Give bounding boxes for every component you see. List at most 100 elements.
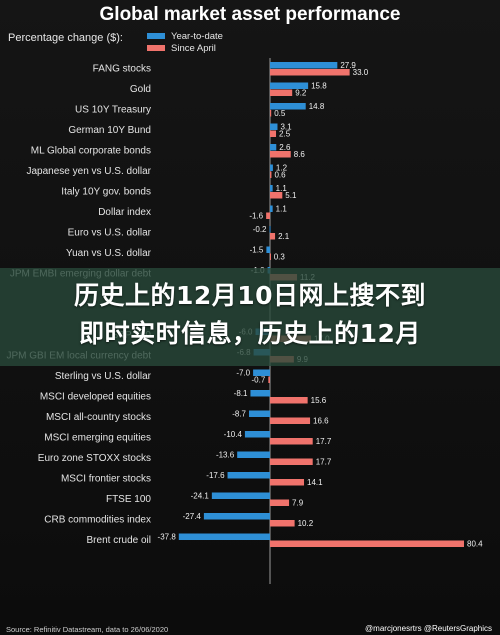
data-label: -17.6 [206, 471, 225, 480]
bar-ytd [253, 369, 270, 376]
headline-overlay [0, 268, 500, 366]
bar-ytd [244, 431, 270, 438]
category-label: MSCI emerging equities [44, 433, 151, 444]
data-label: 27.9 [340, 61, 356, 70]
bar-ytd [269, 226, 271, 233]
category-label: Italy 10Y gov. bonds [61, 187, 151, 198]
category-label: Euro zone STOXX stocks [38, 453, 151, 464]
data-label: 33.0 [353, 68, 369, 77]
legend-item-ytd: Year-to-date [147, 30, 223, 42]
data-label: 3.1 [280, 123, 292, 132]
data-label: 14.1 [307, 478, 323, 487]
data-label: -7.0 [236, 369, 250, 378]
bar-ytd [249, 410, 270, 417]
legend-label-apr: Since April [171, 42, 216, 54]
bar-since-april [270, 110, 272, 117]
bar-since-april [270, 253, 271, 260]
category-label: FTSE 100 [106, 494, 151, 505]
legend-swatch-apr [147, 45, 165, 51]
bar-ytd [178, 533, 270, 540]
source-note: Source: Refinitiv Datastream, data to 26… [6, 625, 169, 634]
data-label: -0.7 [252, 376, 266, 385]
data-label: 17.7 [316, 458, 332, 467]
data-label: 0.3 [274, 253, 286, 262]
data-label: 7.9 [292, 499, 304, 508]
bar-since-april [270, 540, 464, 547]
data-label: 80.4 [467, 540, 483, 549]
data-label: -1.6 [249, 212, 263, 221]
headline-line-1: 历史上的12月10日网上搜不到 [73, 281, 427, 310]
data-label: -24.1 [191, 492, 210, 501]
data-label: 16.6 [313, 417, 329, 426]
data-label: -8.1 [234, 389, 248, 398]
bar-since-april [270, 69, 350, 76]
bar-ytd [270, 82, 309, 89]
data-label: 0.5 [274, 109, 286, 118]
bar-since-april [270, 438, 313, 445]
data-label: 2.6 [279, 143, 291, 152]
bar-since-april [270, 130, 277, 137]
bar-ytd [227, 472, 270, 479]
category-label: FANG stocks [93, 64, 151, 75]
credit-note: @marcjonesrtrs @ReutersGraphics [365, 624, 492, 633]
category-label: MSCI developed equities [40, 392, 151, 403]
category-label: Japanese yen vs U.S. dollar [26, 166, 151, 177]
bar-since-april [270, 89, 293, 96]
bar-since-april [268, 376, 270, 383]
bar-since-april [270, 171, 272, 178]
data-label: 10.2 [298, 519, 314, 528]
bar-ytd [211, 492, 270, 499]
headline-line-2: 即时实时信息，历史上的12月 [79, 319, 421, 348]
headline-text: 历史上的12月10日网上搜不到 即时实时信息，历史上的12月 [0, 277, 500, 353]
bar-since-april [270, 520, 295, 527]
bar-ytd [270, 62, 338, 69]
bar-ytd [270, 103, 306, 110]
chart-title: Global market asset performance [99, 4, 401, 25]
data-label: 15.6 [311, 396, 327, 405]
data-label: -13.6 [216, 451, 235, 460]
data-label: 2.1 [278, 232, 290, 241]
bar-ytd [250, 390, 270, 397]
legend-swatch-ytd [147, 33, 165, 39]
data-label: -27.4 [183, 512, 202, 521]
category-label: Sterling vs U.S. dollar [55, 371, 152, 382]
data-label: 1.2 [276, 164, 288, 173]
bar-since-april [270, 397, 308, 404]
data-label: 1.1 [276, 205, 288, 214]
bar-since-april [270, 151, 291, 158]
bar-since-april [266, 212, 270, 219]
category-label: Gold [130, 84, 151, 95]
data-label: 0.6 [274, 171, 286, 180]
data-label: -37.8 [158, 533, 177, 542]
category-label: CRB commodities index [44, 515, 151, 526]
category-label: US 10Y Treasury [75, 105, 151, 116]
bar-ytd [270, 164, 273, 171]
y-axis-label: Percentage change ($): [8, 32, 123, 44]
category-label: Dollar index [98, 207, 151, 218]
bar-since-april [270, 499, 290, 506]
bar-since-april [270, 192, 283, 199]
data-label: 5.1 [285, 191, 297, 200]
data-label: 14.8 [309, 102, 325, 111]
category-label: MSCI frontier stocks [61, 474, 151, 485]
category-label: MSCI all-country stocks [46, 412, 151, 423]
data-label: 2.5 [279, 130, 291, 139]
bar-since-april [270, 458, 313, 465]
data-label: 9.2 [295, 89, 307, 98]
bar-ytd [270, 144, 277, 151]
category-label: German 10Y Bund [68, 125, 151, 136]
data-label: 8.6 [294, 150, 306, 159]
bar-ytd [270, 123, 278, 130]
bar-since-april [270, 479, 305, 486]
bar-ytd [270, 185, 273, 192]
data-label: 15.8 [311, 82, 327, 91]
bar-since-april [270, 233, 276, 240]
bar-ytd [237, 451, 270, 458]
category-label: Euro vs U.S. dollar [68, 228, 152, 239]
bar-ytd [270, 205, 273, 212]
legend-label-ytd: Year-to-date [171, 30, 223, 42]
category-label: ML Global corporate bonds [31, 146, 151, 157]
legend: Year-to-date Since April [147, 30, 223, 54]
data-label: -8.7 [232, 410, 246, 419]
